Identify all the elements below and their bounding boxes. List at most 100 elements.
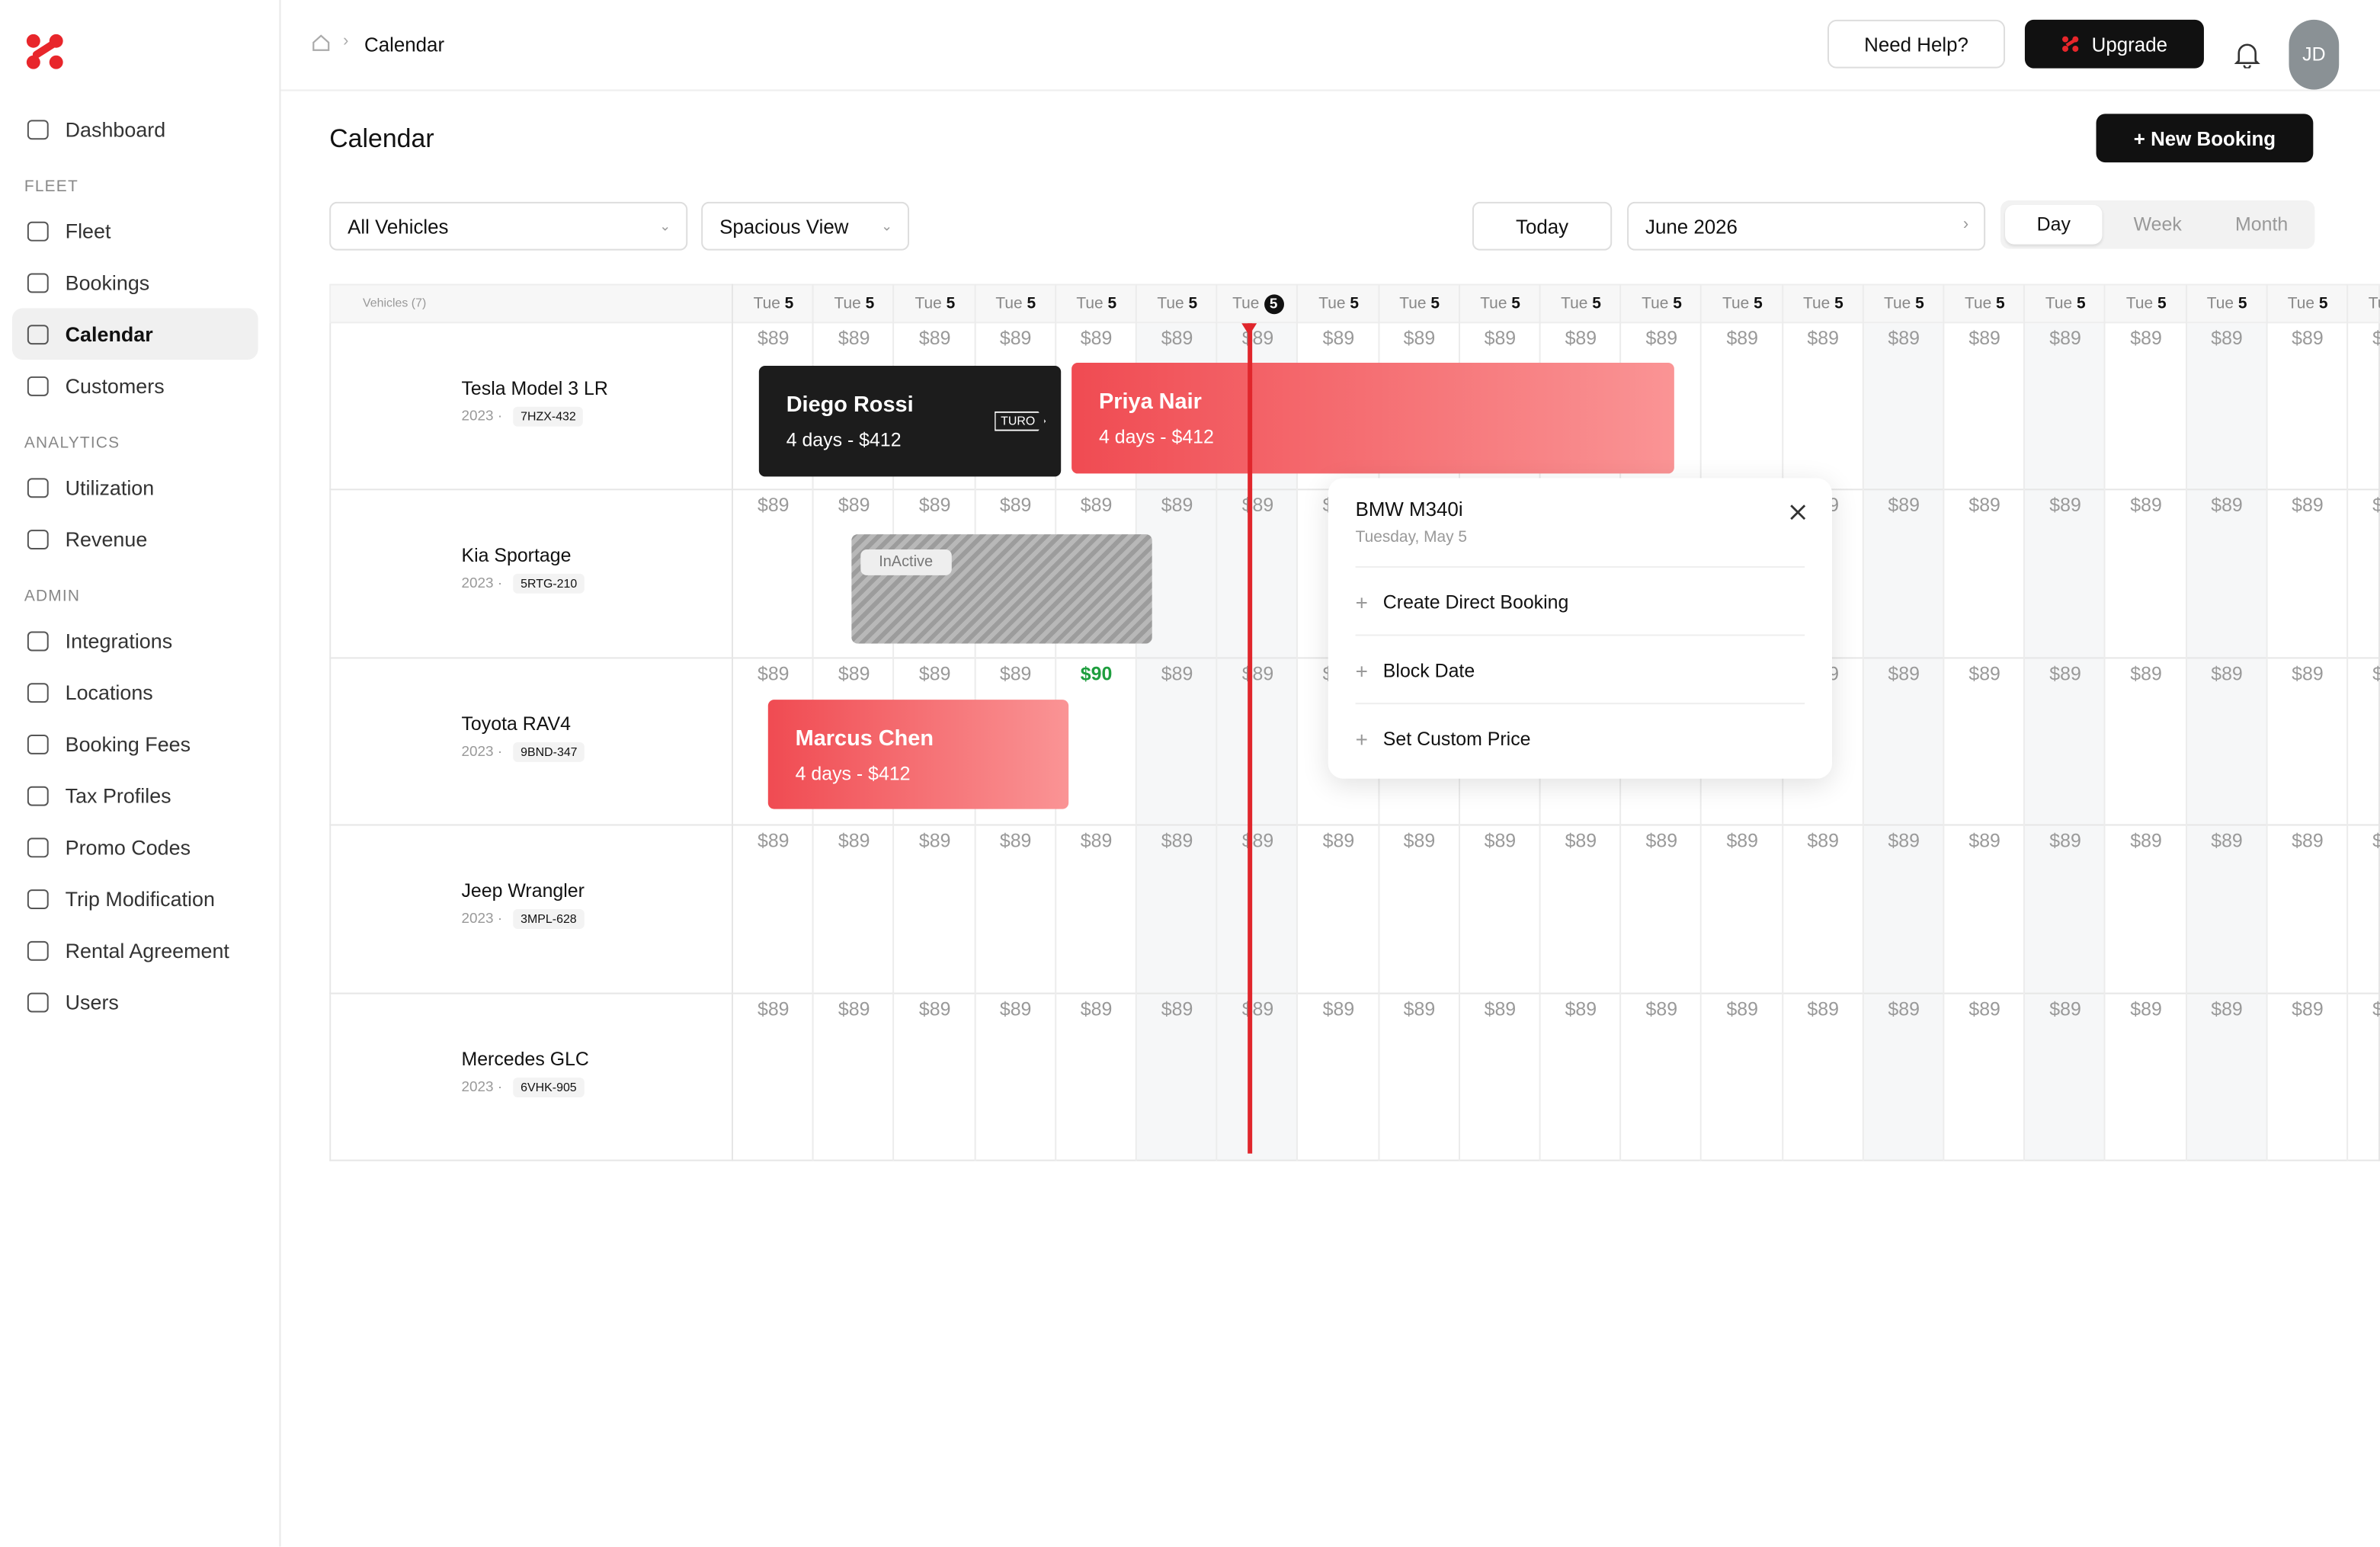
day-price[interactable]: $89 — [2130, 328, 2162, 350]
day-header[interactable]: Tue 5 — [1218, 294, 1299, 315]
day-price[interactable]: $89 — [2292, 998, 2324, 1020]
day-price[interactable]: $89 — [1403, 830, 1436, 852]
day-price[interactable]: $89 — [757, 830, 790, 852]
day-price[interactable]: $89 — [2348, 495, 2380, 517]
nav-item[interactable]: Bookings — [12, 257, 258, 309]
day-price[interactable]: $89 — [1565, 830, 1597, 852]
day-header[interactable]: Tue 5 — [1944, 294, 2025, 312]
day-price[interactable]: $89 — [1888, 662, 1920, 684]
day-price[interactable]: $89 — [2049, 495, 2081, 517]
day-price[interactable]: $89 — [1161, 495, 1193, 517]
day-header[interactable]: Tue 5 — [1702, 294, 1783, 312]
day-price[interactable]: $89 — [2348, 998, 2380, 1020]
day-price[interactable]: $89 — [1322, 830, 1355, 852]
day-price[interactable]: $89 — [2211, 495, 2243, 517]
nav-item[interactable]: Tax Profiles — [12, 770, 258, 822]
booking-block[interactable]: Diego Rossi 4 days - $412 TURO — [758, 365, 1062, 477]
day-header[interactable]: Tue 5 — [1137, 294, 1218, 312]
upgrade-button[interactable]: Upgrade — [2024, 19, 2204, 69]
day-header[interactable]: Tue 5 — [1056, 294, 1137, 312]
day-price[interactable]: $89 — [1241, 328, 1274, 350]
day-price[interactable]: $89 — [1403, 328, 1436, 350]
day-price[interactable]: $89 — [2211, 328, 2243, 350]
day-price[interactable]: $89 — [1968, 830, 2000, 852]
nav-item[interactable]: Users — [12, 976, 258, 1028]
booking-block[interactable]: Priya Nair 4 days - $412 — [1071, 363, 1674, 474]
popover-close[interactable] — [1789, 504, 1806, 520]
day-price[interactable]: $89 — [999, 328, 1032, 350]
day-header[interactable]: Tue 5 — [2025, 294, 2106, 312]
day-price[interactable]: $89 — [838, 998, 870, 1020]
month-picker[interactable]: June 2026 › — [1627, 201, 1986, 251]
day-price[interactable]: $89 — [918, 495, 951, 517]
day-price[interactable]: $89 — [2292, 662, 2324, 684]
popover-action[interactable]: + Set Custom Price — [1355, 703, 1805, 773]
day-price[interactable]: $89 — [1968, 662, 2000, 684]
day-header[interactable]: Tue 5 — [814, 294, 895, 312]
day-header[interactable]: Tue 5 — [1541, 294, 1622, 312]
day-header[interactable]: Tue 5 — [2106, 294, 2186, 312]
logo[interactable] — [24, 32, 66, 72]
day-price[interactable]: $89 — [1080, 830, 1113, 852]
nav-item[interactable]: Booking Fees — [12, 718, 258, 770]
day-price[interactable]: $89 — [2292, 830, 2324, 852]
day-header[interactable]: Tue 5 — [1622, 294, 1703, 312]
day-price[interactable]: $89 — [2211, 662, 2243, 684]
nav-item[interactable]: Dashboard — [12, 103, 258, 155]
day-header[interactable]: Tue 5 — [2267, 294, 2348, 312]
day-header[interactable]: Tue 5 — [1863, 294, 1944, 312]
nav-item[interactable]: Utilization — [12, 461, 258, 513]
day-header[interactable]: Tue 5 — [975, 294, 1056, 312]
day-price[interactable]: $89 — [2348, 831, 2380, 852]
day-price[interactable]: $89 — [1241, 495, 1274, 517]
day-price[interactable]: $89 — [1565, 328, 1597, 350]
popover-action[interactable]: + Create Direct Booking — [1355, 565, 1805, 636]
day-header[interactable]: Tue 5 — [1460, 294, 1541, 312]
nav-item[interactable]: Locations — [12, 666, 258, 718]
avatar[interactable]: JD — [2289, 19, 2340, 90]
booking-block[interactable]: InActive — [851, 534, 1152, 644]
day-header[interactable]: Tue 5 — [1783, 294, 1863, 312]
day-price[interactable]: $89 — [1726, 328, 1759, 350]
day-price[interactable]: $89 — [757, 328, 790, 350]
day-price[interactable]: $89 — [1645, 328, 1678, 350]
day-price[interactable]: $89 — [2211, 998, 2243, 1020]
day-price[interactable]: $89 — [1968, 495, 2000, 517]
nav-item[interactable]: Promo Codes — [12, 822, 258, 873]
nav-item[interactable]: Customers — [12, 360, 258, 412]
day-price[interactable]: $89 — [999, 830, 1032, 852]
day-price[interactable]: $89 — [1888, 328, 1920, 350]
day-price[interactable]: $89 — [1807, 998, 1839, 1020]
nav-item[interactable]: Integrations — [12, 615, 258, 667]
day-price[interactable]: $89 — [1807, 328, 1839, 350]
vehicle-filter[interactable]: All Vehicles ⌄ — [329, 201, 688, 251]
day-price[interactable]: $89 — [1484, 998, 1517, 1020]
nav-item[interactable]: Rental Agreement — [12, 924, 258, 976]
day-price[interactable]: $89 — [1645, 830, 1678, 852]
day-price[interactable]: $89 — [1807, 830, 1839, 852]
day-price[interactable]: $89 — [1080, 328, 1113, 350]
nav-item[interactable]: Trip Modification — [12, 873, 258, 924]
day-price[interactable]: $89 — [1888, 998, 1920, 1020]
day-price[interactable]: $89 — [1726, 830, 1759, 852]
new-booking-button[interactable]: + New Booking — [2096, 114, 2314, 163]
day-price[interactable]: $89 — [1322, 998, 1355, 1020]
day-header[interactable]: Tue 5 — [2348, 294, 2380, 312]
day-price[interactable]: $89 — [1968, 328, 2000, 350]
day-price[interactable]: $89 — [1888, 495, 1920, 517]
breadcrumb-current[interactable]: Calendar — [364, 33, 445, 56]
day-price[interactable]: $89 — [1080, 495, 1113, 517]
booking-block[interactable]: Marcus Chen 4 days - $412 — [767, 700, 1069, 809]
help-button[interactable]: Need Help? — [1827, 19, 2006, 69]
day-price[interactable]: $89 — [1484, 328, 1517, 350]
day-price[interactable]: $89 — [1888, 830, 1920, 852]
day-price[interactable]: $89 — [999, 662, 1032, 684]
day-price[interactable]: $89 — [2049, 328, 2081, 350]
day-price[interactable]: $89 — [1241, 998, 1274, 1020]
day-price[interactable]: $89 — [2130, 998, 2162, 1020]
day-price[interactable]: $89 — [1161, 328, 1193, 350]
day-price[interactable]: $89 — [838, 662, 870, 684]
day-header[interactable]: Tue 5 — [895, 294, 975, 312]
day-price[interactable]: $90 — [1080, 662, 1113, 684]
day-price[interactable]: $89 — [2130, 495, 2162, 517]
